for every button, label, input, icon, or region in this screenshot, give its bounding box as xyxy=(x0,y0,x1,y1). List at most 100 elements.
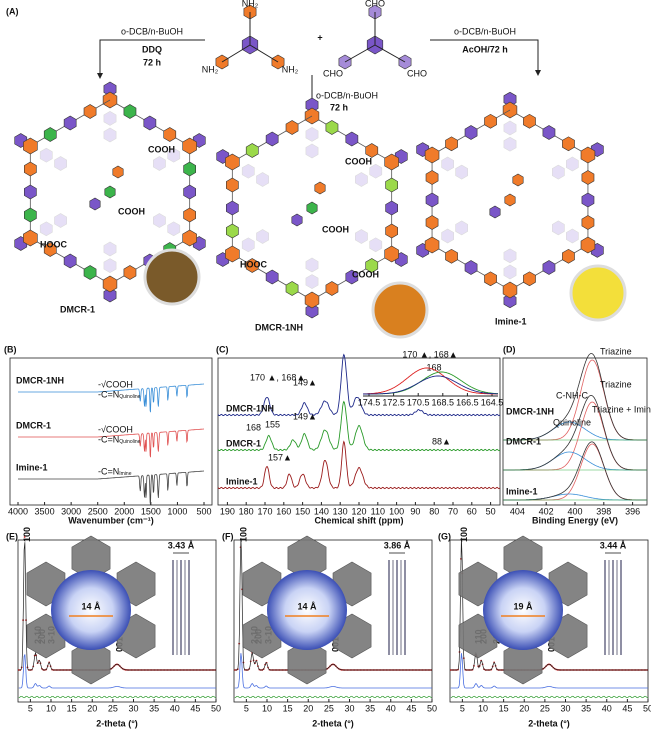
x-tick-label: 140 xyxy=(314,506,329,516)
x-tick-label: 30 xyxy=(560,703,570,713)
x-tick-label: 402 xyxy=(539,506,554,516)
ring xyxy=(265,269,279,285)
ring xyxy=(424,146,440,164)
ring xyxy=(241,163,255,179)
trace-label: DMCR-1NH xyxy=(226,403,274,413)
x-tick-label: 396 xyxy=(625,506,640,516)
x-tick-label: 170.5 xyxy=(407,397,430,407)
peak-label: 170 ▲, 168▲ xyxy=(250,372,305,382)
ring xyxy=(183,161,196,177)
x-tick-label: 174.5 xyxy=(358,397,381,407)
arrow xyxy=(430,39,541,76)
ring xyxy=(523,271,536,287)
trace-label: DMCR-1 xyxy=(16,420,51,430)
label: (D) xyxy=(503,344,516,354)
ring xyxy=(226,223,239,239)
ring xyxy=(455,220,468,236)
x-tick-label: 120 xyxy=(351,506,366,516)
annotation: -C=NQuinoline xyxy=(98,434,141,445)
ring xyxy=(369,237,383,253)
ring xyxy=(63,115,77,131)
label: o-DCB/n-BuOH xyxy=(316,90,378,100)
peak-label: 168 xyxy=(246,422,261,432)
spectrum xyxy=(18,542,216,671)
label: o-DCB/n-BuOH xyxy=(454,26,516,36)
ring xyxy=(369,163,383,179)
label: HOOC xyxy=(40,239,68,249)
x-tick-label: 25 xyxy=(540,703,550,713)
label: Chemical shift (ppm) xyxy=(314,515,403,525)
ring xyxy=(182,137,197,155)
x-tick-label: 10 xyxy=(46,703,56,713)
ring xyxy=(256,172,269,187)
x-tick-label: 20 xyxy=(303,703,313,713)
line xyxy=(374,44,406,63)
ring xyxy=(23,229,38,247)
peak-label: 100 xyxy=(459,527,469,542)
ring xyxy=(385,223,398,239)
ring xyxy=(241,237,255,253)
spectrum xyxy=(503,451,647,471)
x-tick-label: 25 xyxy=(324,703,334,713)
ring xyxy=(43,127,57,142)
label: 72 h xyxy=(143,57,161,67)
ring xyxy=(424,236,440,254)
x-tick-label: 170 xyxy=(257,506,272,516)
ring xyxy=(89,197,101,211)
ring xyxy=(305,274,319,289)
ring xyxy=(39,221,53,237)
x-tick-label: 50 xyxy=(643,703,651,713)
trace-label: Imine-1 xyxy=(16,462,48,472)
x-tick-label: 3000 xyxy=(61,506,81,516)
label: (G) xyxy=(438,531,451,541)
ring xyxy=(355,229,368,244)
ring xyxy=(24,161,37,177)
ring xyxy=(285,120,299,135)
ring xyxy=(552,164,565,180)
label: 3.86 Å xyxy=(384,540,411,550)
ring xyxy=(484,271,497,287)
ring xyxy=(503,639,543,685)
sample-photo xyxy=(569,264,627,322)
label: 168 xyxy=(426,362,441,372)
x-tick-label: 35 xyxy=(149,703,159,713)
trace-label: Imine-1 xyxy=(226,476,258,486)
ring xyxy=(225,153,240,171)
x-tick-label: 30 xyxy=(128,703,138,713)
ring xyxy=(43,242,57,257)
label: 72 h xyxy=(330,102,348,112)
arrow xyxy=(97,39,205,79)
ring xyxy=(542,125,556,140)
spectrum xyxy=(18,654,216,689)
ring xyxy=(365,143,379,158)
x-tick-label: 70 xyxy=(448,506,458,516)
ring xyxy=(384,153,399,171)
ring xyxy=(83,104,97,119)
spectrum xyxy=(18,383,204,413)
label: 14 Å xyxy=(81,601,101,611)
x-tick-label: 4000 xyxy=(8,506,28,516)
ring xyxy=(512,173,524,187)
label: COOH xyxy=(118,206,145,216)
ring xyxy=(581,170,595,185)
ring xyxy=(523,113,536,129)
x-tick-label: 110 xyxy=(371,506,385,516)
peak-label: 155 xyxy=(265,419,280,429)
ring xyxy=(153,156,166,171)
x-tick-label: 40 xyxy=(170,703,180,713)
ring xyxy=(71,639,111,685)
label: (E) xyxy=(6,531,18,541)
ring xyxy=(103,127,117,143)
ring xyxy=(305,303,319,319)
ring xyxy=(503,293,517,309)
ring xyxy=(83,265,97,280)
line xyxy=(344,44,376,63)
label: DMCR-1NH xyxy=(255,322,303,332)
plot-frame xyxy=(233,539,433,703)
x-tick-label: 20 xyxy=(87,703,97,713)
x-tick-label: 2000 xyxy=(114,506,134,516)
annotation-sub: Quinoline xyxy=(119,439,140,445)
spectrum xyxy=(450,653,648,689)
x-tick-label: 15 xyxy=(283,703,293,713)
